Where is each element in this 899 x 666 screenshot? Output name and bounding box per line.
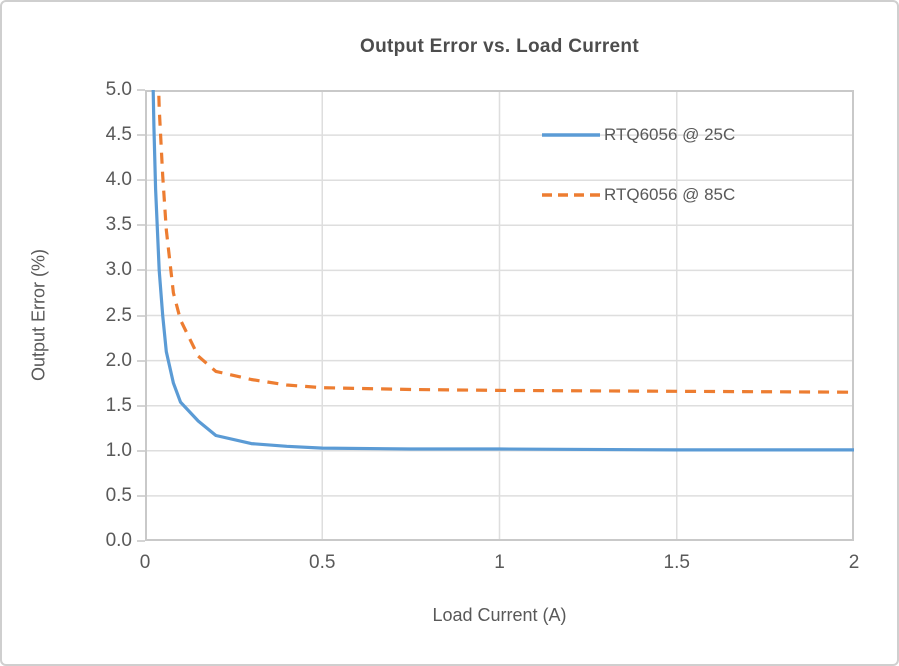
y-tick-label: 3.0 bbox=[105, 259, 132, 281]
y-tick-label: 5.0 bbox=[105, 79, 132, 100]
plot-border bbox=[145, 90, 854, 541]
legend-label: RTQ6056 @ 85C bbox=[604, 185, 736, 204]
legend: RTQ6056 @ 25C RTQ6056 @ 85C bbox=[542, 114, 735, 234]
y-tick-mark bbox=[137, 269, 145, 272]
y-axis-title: Output Error (%) bbox=[28, 248, 49, 382]
legend-item-0: RTQ6056 @ 25C bbox=[542, 114, 735, 156]
y-tick-label: 0.5 bbox=[105, 484, 132, 506]
y-tick-label: 1.5 bbox=[105, 394, 132, 416]
y-tick-mark bbox=[137, 179, 145, 182]
legend-label: RTQ6056 @ 25C bbox=[604, 125, 736, 144]
y-tick-label: 1.0 bbox=[105, 439, 132, 461]
legend-swatch-solid-line bbox=[542, 133, 600, 137]
x-tick-label: 0.5 bbox=[309, 552, 336, 573]
legend-swatch-dashed-line bbox=[542, 193, 600, 197]
y-tick-mark bbox=[137, 134, 145, 137]
x-tick-label: 1.5 bbox=[663, 552, 690, 573]
y-tick-label: 4.0 bbox=[105, 169, 132, 191]
series-line-0 bbox=[151, 90, 854, 452]
y-tick-mark bbox=[137, 540, 145, 542]
y-tick-mark bbox=[137, 224, 145, 227]
y-tick-mark bbox=[137, 89, 145, 91]
chart-title: Output Error vs. Load Current bbox=[360, 36, 639, 57]
y-tick-label: 0.0 bbox=[105, 530, 132, 551]
series-line-1 bbox=[157, 90, 854, 394]
legend-item-1: RTQ6056 @ 85C bbox=[542, 174, 735, 216]
x-tick-label: 1 bbox=[494, 552, 505, 573]
y-tick-label: 4.5 bbox=[105, 124, 132, 146]
y-tick-label: 2.0 bbox=[105, 349, 132, 371]
y-tick-label: 3.5 bbox=[105, 214, 132, 236]
y-tick-mark bbox=[137, 494, 145, 497]
y-tick-mark bbox=[137, 449, 145, 452]
y-tick-mark bbox=[137, 314, 145, 317]
x-axis-title: Load Current (A) bbox=[432, 605, 567, 625]
y-tick-mark bbox=[137, 404, 145, 407]
y-tick-label: 2.5 bbox=[105, 304, 132, 326]
x-tick-label: 2 bbox=[848, 552, 860, 573]
x-tick-label: 0 bbox=[139, 552, 151, 573]
y-tick-mark bbox=[137, 359, 145, 362]
plot-area bbox=[145, 90, 854, 541]
plot-canvas bbox=[145, 90, 854, 541]
